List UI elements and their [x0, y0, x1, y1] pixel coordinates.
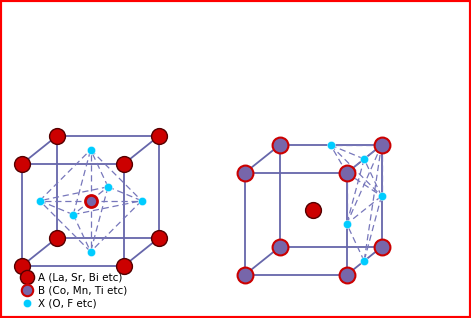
Point	[87, 249, 94, 254]
Point	[378, 194, 385, 199]
Point	[87, 198, 94, 203]
Point	[343, 170, 350, 176]
Point	[18, 263, 26, 268]
Point	[360, 156, 368, 162]
Point	[121, 161, 128, 166]
Point	[343, 221, 350, 226]
Point	[70, 212, 77, 217]
Point	[327, 142, 334, 148]
Point	[155, 133, 163, 138]
Point	[241, 272, 249, 277]
Text: B (Co, Mn, Ti etc): B (Co, Mn, Ti etc)	[39, 285, 128, 295]
Point	[138, 198, 146, 203]
Text: A (La, Sr, Bi etc): A (La, Sr, Bi etc)	[39, 272, 123, 282]
Point	[360, 259, 368, 264]
Point	[241, 170, 249, 176]
Point	[276, 245, 283, 250]
Point	[23, 301, 31, 306]
Point	[53, 235, 61, 240]
Point	[378, 245, 385, 250]
Text: X (O, F etc): X (O, F etc)	[39, 298, 97, 308]
Point	[23, 275, 31, 280]
Point	[121, 263, 128, 268]
Point	[343, 272, 350, 277]
Point	[23, 288, 31, 293]
Point	[309, 207, 317, 212]
Point	[378, 142, 385, 148]
Point	[87, 147, 94, 152]
Point	[53, 133, 61, 138]
Point	[18, 161, 26, 166]
Point	[276, 142, 283, 148]
Point	[104, 184, 112, 189]
Point	[36, 198, 43, 203]
Point	[155, 235, 163, 240]
